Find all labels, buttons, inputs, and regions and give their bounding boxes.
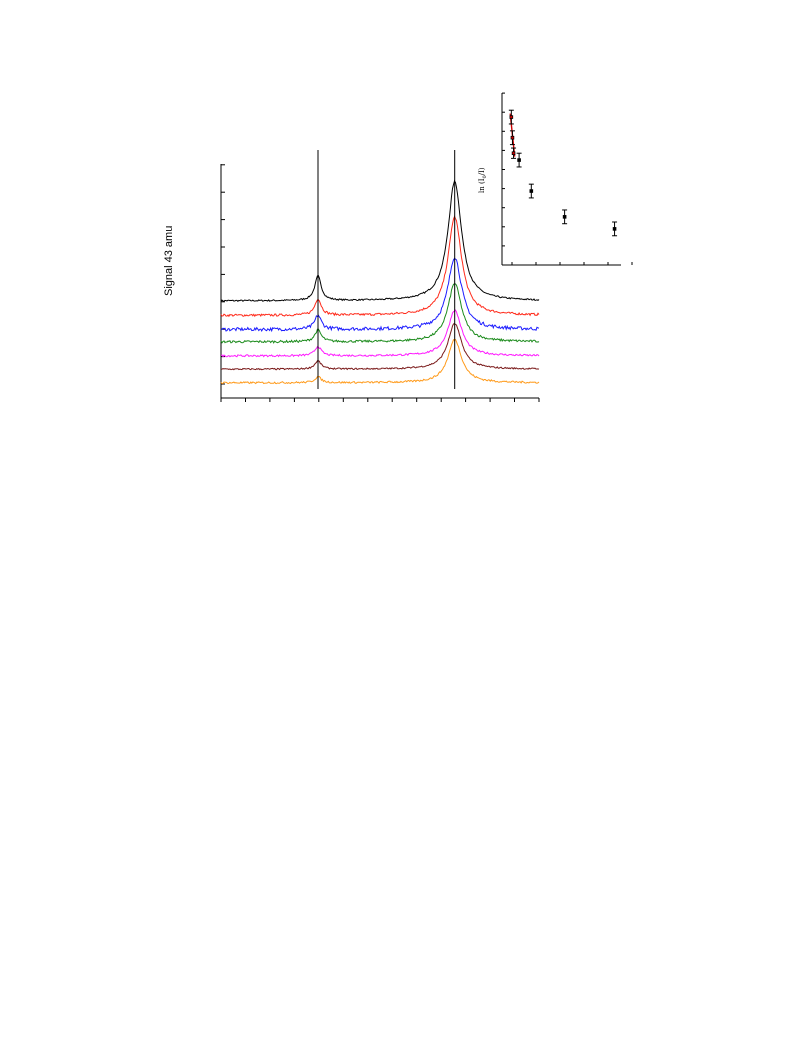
series-line-6	[220, 323, 540, 371]
inset-x-ticks	[511, 262, 633, 265]
inset-point-4	[516, 152, 522, 168]
inset-point-5	[528, 183, 534, 199]
inset-y-ticks	[502, 92, 505, 266]
point-highlight	[510, 115, 513, 119]
series-line-7	[220, 338, 540, 385]
inset-point-7	[612, 221, 618, 237]
inset-point-3	[511, 147, 517, 159]
inset-scatter-chart: ln (I0/I)	[478, 92, 633, 266]
peak-marker-lines	[317, 150, 456, 389]
inset-point-1	[508, 109, 514, 125]
series-line-1	[220, 179, 540, 302]
point-highlight	[512, 152, 515, 155]
inset-y-axis-label: ln (I0/I)	[478, 167, 488, 193]
series-line-3	[220, 257, 540, 333]
point-marker	[562, 215, 567, 219]
inset-points-group	[508, 109, 618, 237]
series-line-2	[220, 215, 540, 318]
series-line-4	[220, 283, 540, 344]
series-line-5	[220, 309, 540, 358]
point-marker	[529, 189, 534, 193]
point-highlight	[511, 136, 514, 139]
main-y-ticks	[221, 164, 225, 385]
main-y-axis-label: Signal 43 amu	[163, 226, 175, 296]
point-marker	[517, 158, 521, 162]
point-marker	[612, 227, 617, 231]
main-spectrum-chart: Signal 43 amu	[163, 150, 540, 402]
inset-point-2	[509, 130, 515, 146]
inset-point-6	[562, 209, 568, 225]
main-series-group	[220, 179, 540, 385]
main-x-ticks	[220, 398, 540, 402]
